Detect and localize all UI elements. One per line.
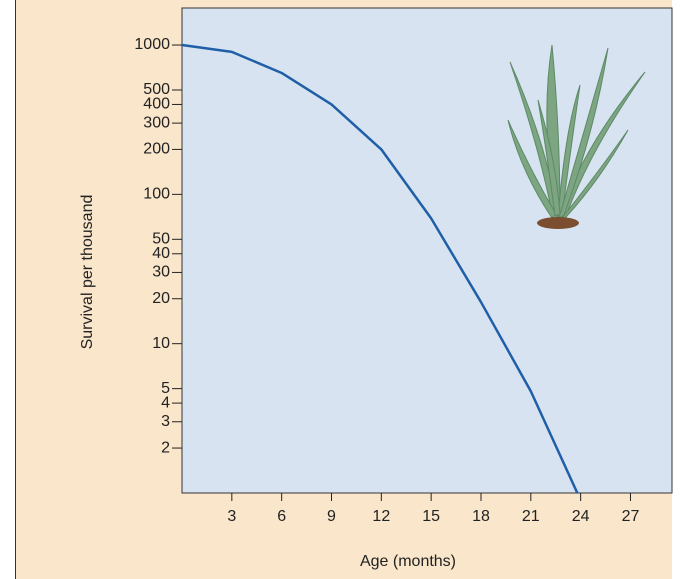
y-tick-label: 100 [143, 186, 170, 203]
y-tick-label: 3 [161, 413, 170, 430]
x-tick-label: 3 [227, 508, 236, 525]
y-tick-label: 30 [152, 264, 170, 281]
y-axis-title: Survival per thousand [79, 195, 96, 350]
x-tick-label: 12 [372, 508, 390, 525]
y-tick-label: 300 [143, 114, 170, 131]
x-tick-label: 27 [622, 508, 640, 525]
y-tick-label: 400 [143, 96, 170, 113]
y-tick-label: 10 [152, 335, 170, 352]
x-tick-label: 24 [572, 508, 590, 525]
y-tick-label: 40 [152, 245, 170, 262]
page: Survival per thousand Age (months) 10005… [0, 0, 689, 579]
x-tick-label: 21 [522, 508, 540, 525]
x-tick-label: 6 [277, 508, 286, 525]
y-tick-label: 200 [143, 141, 170, 158]
x-axis-title: Age (months) [360, 553, 456, 570]
chart: Survival per thousand Age (months) 10005… [0, 0, 689, 579]
y-tick-label: 20 [152, 290, 170, 307]
x-tick-label: 15 [422, 508, 440, 525]
x-tick-label: 9 [327, 508, 336, 525]
y-tick-label: 1000 [134, 36, 170, 53]
y-tick-label: 4 [161, 394, 170, 411]
y-tick-label: 2 [161, 439, 170, 456]
x-tick-label: 18 [472, 508, 490, 525]
